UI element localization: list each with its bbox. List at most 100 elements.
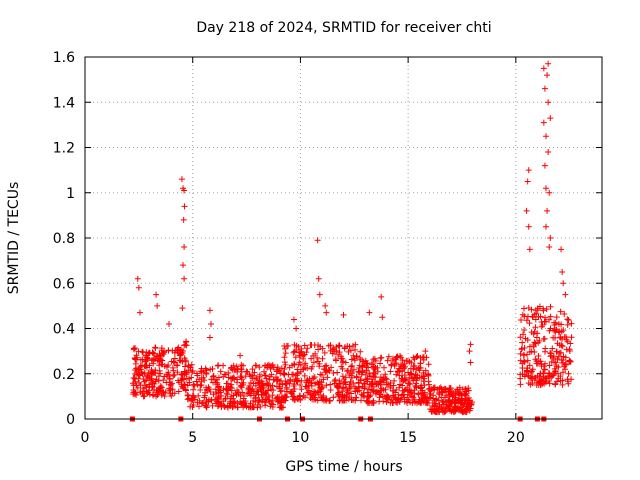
data-point <box>149 349 156 356</box>
data-point <box>338 388 345 395</box>
data-point <box>558 357 565 364</box>
data-point <box>394 353 401 360</box>
data-point <box>283 380 290 387</box>
data-point <box>348 356 355 363</box>
data-point <box>327 387 334 394</box>
data-point <box>338 355 345 362</box>
data-point <box>297 368 304 375</box>
data-point <box>355 385 362 392</box>
data-point <box>547 353 554 360</box>
data-point <box>428 408 435 415</box>
data-point <box>540 335 547 342</box>
data-point <box>378 293 385 300</box>
data-point <box>551 327 558 334</box>
data-point <box>160 377 167 384</box>
data-point <box>522 335 529 342</box>
data-point <box>414 352 421 359</box>
data-point <box>544 373 551 380</box>
data-point <box>208 376 215 383</box>
data-point <box>459 395 466 402</box>
data-point <box>180 216 187 223</box>
data-point <box>381 364 388 371</box>
data-point <box>392 389 399 396</box>
data-point <box>142 358 149 365</box>
data-point <box>308 365 315 372</box>
data-point <box>181 203 188 210</box>
data-point <box>324 374 331 381</box>
y-tick-label: 0 <box>66 412 75 428</box>
data-point <box>181 187 188 194</box>
data-point <box>394 353 401 360</box>
data-point <box>220 362 227 369</box>
data-point <box>542 185 549 192</box>
data-point <box>289 362 296 369</box>
data-point <box>524 357 531 364</box>
data-point <box>378 379 385 386</box>
data-point <box>315 275 322 282</box>
data-point <box>238 382 245 389</box>
data-point <box>196 397 203 404</box>
data-point <box>558 328 565 335</box>
data-point <box>349 342 356 349</box>
data-point <box>310 388 317 395</box>
data-point <box>132 356 139 363</box>
data-point <box>282 361 289 368</box>
data-point <box>383 381 390 388</box>
data-point <box>364 399 371 406</box>
data-point <box>193 370 200 377</box>
data-point <box>140 393 147 400</box>
data-point <box>345 367 352 374</box>
data-point <box>383 376 390 383</box>
data-point <box>327 397 334 404</box>
data-point <box>214 379 221 386</box>
data-point <box>298 386 305 393</box>
data-point <box>361 380 368 387</box>
data-point <box>238 401 245 408</box>
data-point <box>531 339 538 346</box>
data-point <box>392 398 399 405</box>
data-point <box>387 368 394 375</box>
data-point <box>205 398 212 405</box>
data-point <box>330 345 337 352</box>
data-point <box>130 380 137 387</box>
data-point <box>301 372 308 379</box>
y-tick-label: 0.6 <box>53 276 75 292</box>
data-point <box>544 207 551 214</box>
data-point <box>251 403 258 410</box>
data-point <box>165 347 172 354</box>
data-point <box>137 363 144 370</box>
data-point <box>238 374 245 381</box>
data-point <box>252 394 259 401</box>
data-point <box>261 368 268 375</box>
data-point <box>443 401 450 408</box>
data-point <box>565 316 572 323</box>
data-point <box>555 364 562 371</box>
data-point <box>546 244 553 251</box>
data-point <box>327 381 334 388</box>
data-point <box>419 387 426 394</box>
data-point <box>184 382 191 389</box>
data-point <box>182 341 189 348</box>
data-point <box>551 365 558 372</box>
data-point <box>332 376 339 383</box>
data-point <box>250 380 257 387</box>
data-point <box>206 307 213 314</box>
data-point <box>412 371 419 378</box>
data-point <box>545 99 552 106</box>
data-point <box>396 384 403 391</box>
data-point <box>269 397 276 404</box>
data-point <box>323 367 330 374</box>
data-point <box>519 311 526 318</box>
data-point <box>547 115 554 122</box>
data-point <box>294 377 301 384</box>
data-point <box>439 406 446 413</box>
data-point <box>393 371 400 378</box>
data-point <box>341 397 348 404</box>
data-point <box>179 358 186 365</box>
data-point <box>552 359 559 366</box>
data-point <box>205 384 212 391</box>
data-point <box>268 362 275 369</box>
data-point <box>340 384 347 391</box>
data-point <box>528 375 535 382</box>
data-point <box>358 397 365 404</box>
